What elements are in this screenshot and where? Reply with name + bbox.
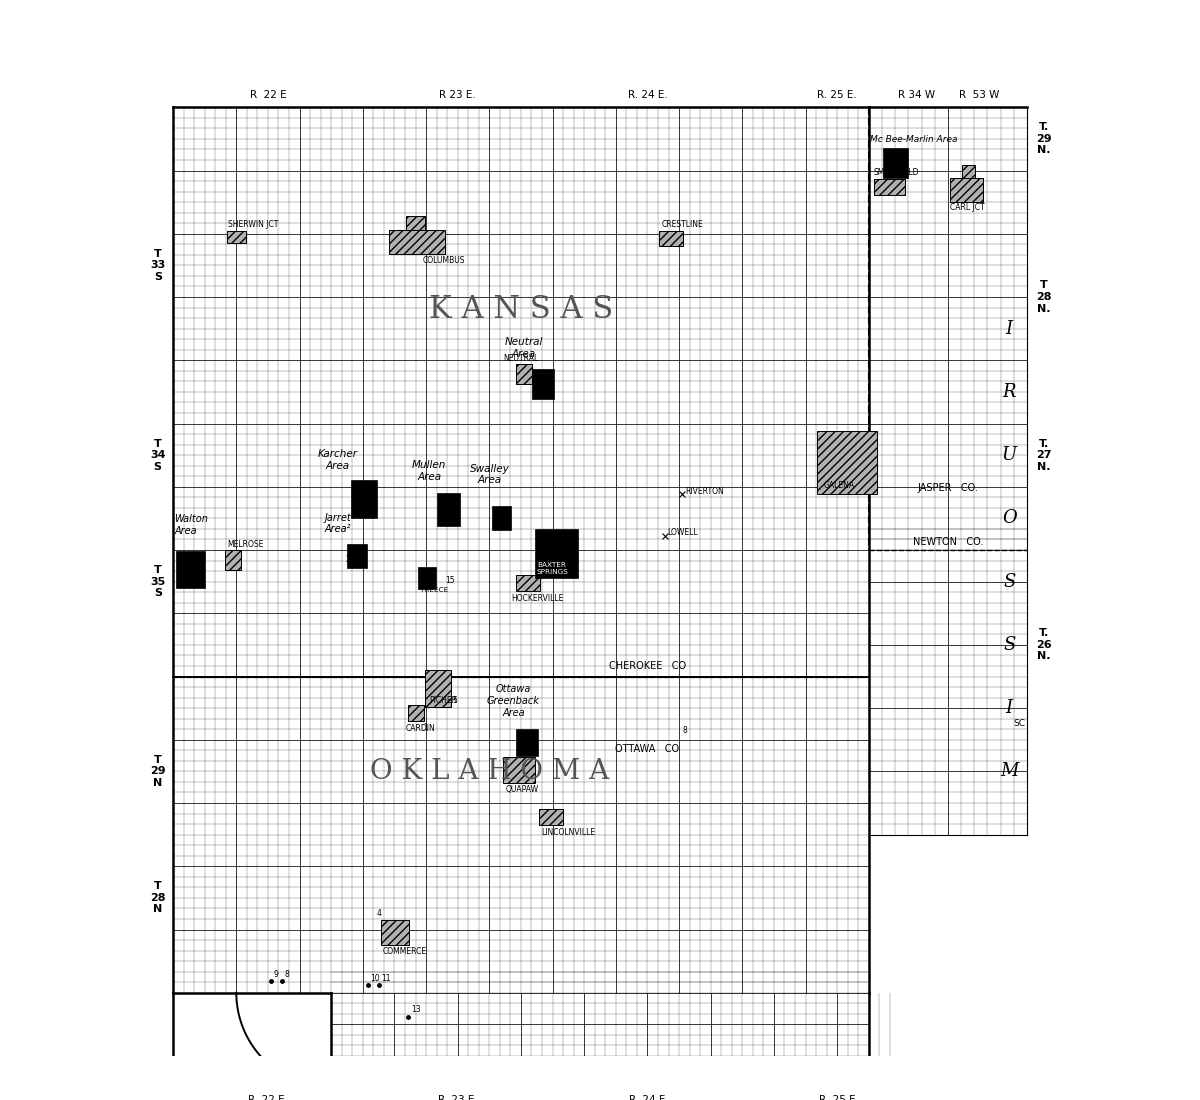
Bar [380,920,409,945]
Text: OTTAWA   CO: OTTAWA CO [616,744,679,754]
Text: R 34 W: R 34 W [898,90,935,100]
Bar [516,364,532,384]
Bar [535,529,578,579]
Bar [949,178,983,202]
Text: M: M [1000,762,1019,780]
Text: 7: 7 [520,742,524,751]
Text: Karcher
Area: Karcher Area [318,449,358,471]
Text: 10: 10 [371,974,380,982]
Text: 1: 1 [422,723,427,733]
Text: Neutral
Area: Neutral Area [505,338,544,359]
Text: CHEROKEE   CO: CHEROKEE CO [608,661,686,671]
Text: LINCOLNVILLE: LINCOLNVILLE [541,828,595,837]
Text: I: I [1006,320,1013,338]
Bar [817,431,877,494]
Text: O: O [1002,509,1016,527]
Bar [425,670,451,707]
Text: R. 25 E.: R. 25 E. [817,90,857,100]
Text: R: R [1002,383,1016,400]
Text: O K L A H O M A: O K L A H O M A [370,758,608,785]
Bar [659,231,683,246]
Bar [408,705,424,720]
Text: Mullen
Area: Mullen Area [412,460,446,482]
Bar [962,165,976,178]
Text: R  25 E: R 25 E [818,1096,856,1100]
Text: NEUTRAL: NEUTRAL [503,354,539,363]
Text: S: S [1003,573,1015,591]
Text: R. 24 E.: R. 24 E. [628,90,667,100]
Text: R  53 W: R 53 W [959,90,1000,100]
Text: 8: 8 [683,726,686,735]
Text: GALENA: GALENA [823,481,854,490]
Text: QUAPAW: QUAPAW [505,785,539,794]
Bar [438,493,460,526]
Text: 9: 9 [274,970,278,979]
Bar [539,810,563,825]
Text: CRESTLINE: CRESTLINE [661,220,703,229]
Text: 2: 2 [346,554,350,564]
Bar [389,230,445,254]
Text: R  22 E.: R 22 E. [248,1096,288,1100]
Text: NEWTON   CO.: NEWTON CO. [913,538,983,548]
Text: PICHER: PICHER [430,696,457,705]
Text: COLUMBUS: COLUMBUS [422,256,464,265]
Text: T
29
N: T 29 N [150,755,166,788]
Text: 15: 15 [445,575,455,585]
Text: T
34
S: T 34 S [150,439,166,472]
Bar [419,568,436,590]
Text: I: I [1006,700,1013,717]
Text: 5: 5 [452,696,457,705]
Bar [176,551,205,587]
Text: K A N S A S: K A N S A S [428,294,613,326]
Bar [516,575,540,591]
Text: R. 23 E.: R. 23 E. [438,1096,478,1100]
Text: MELROSE: MELROSE [227,540,263,549]
Text: T.
26
N.: T. 26 N. [1037,628,1052,661]
Bar [227,231,246,243]
Bar [874,178,906,195]
Bar [406,216,425,230]
Text: T
35
S: T 35 S [150,565,166,598]
Text: T
28
N.: T 28 N. [1037,280,1052,314]
Text: R. 24 E: R. 24 E [629,1096,666,1100]
Bar [503,758,535,783]
Text: Walton
Area: Walton Area [174,515,209,536]
Text: T.
29
N.: T. 29 N. [1037,122,1052,155]
Text: 8: 8 [284,970,289,979]
Text: Swalley
Area: Swalley Area [469,464,509,485]
Text: LOWELL: LOWELL [667,528,698,537]
Text: COMMERCE: COMMERCE [383,947,427,956]
Text: U: U [1002,447,1016,464]
Bar [883,147,908,178]
Text: S: S [1003,636,1015,653]
Text: HOCKERVILLE: HOCKERVILLE [511,594,564,603]
Text: CARL JCT: CARL JCT [949,204,984,212]
Text: T.
27
N.: T. 27 N. [1037,439,1052,472]
Text: BAXTER
SPRINGS: BAXTER SPRINGS [536,562,569,575]
Text: 4: 4 [377,909,382,918]
Text: SHERWIN JCT: SHERWIN JCT [228,220,278,229]
Text: Mc Bee-Marlin Area: Mc Bee-Marlin Area [870,135,958,144]
Bar [516,729,538,756]
Text: SMITHFIELD: SMITHFIELD [874,168,919,177]
Text: R 23 E.: R 23 E. [439,90,476,100]
Text: T
28
N: T 28 N [150,881,166,914]
Bar [352,481,377,518]
Text: 13: 13 [410,1005,420,1014]
Text: JASPER   CO.: JASPER CO. [918,483,978,493]
Text: 11: 11 [382,974,391,982]
Text: RIVERTON: RIVERTON [685,487,724,496]
Text: SC: SC [1014,719,1026,728]
Bar [533,370,554,399]
Text: Ottawa
Greenback
Area: Ottawa Greenback Area [487,684,540,717]
Bar [347,543,367,568]
Text: Jarret
Area²: Jarret Area² [324,513,350,535]
Bar [224,550,241,570]
Text: CARDIN: CARDIN [406,724,436,733]
Text: R  22 E: R 22 E [250,90,287,100]
Text: T
33
S: T 33 S [150,249,166,282]
Text: TREECE: TREECE [420,587,448,593]
Bar [492,506,511,530]
